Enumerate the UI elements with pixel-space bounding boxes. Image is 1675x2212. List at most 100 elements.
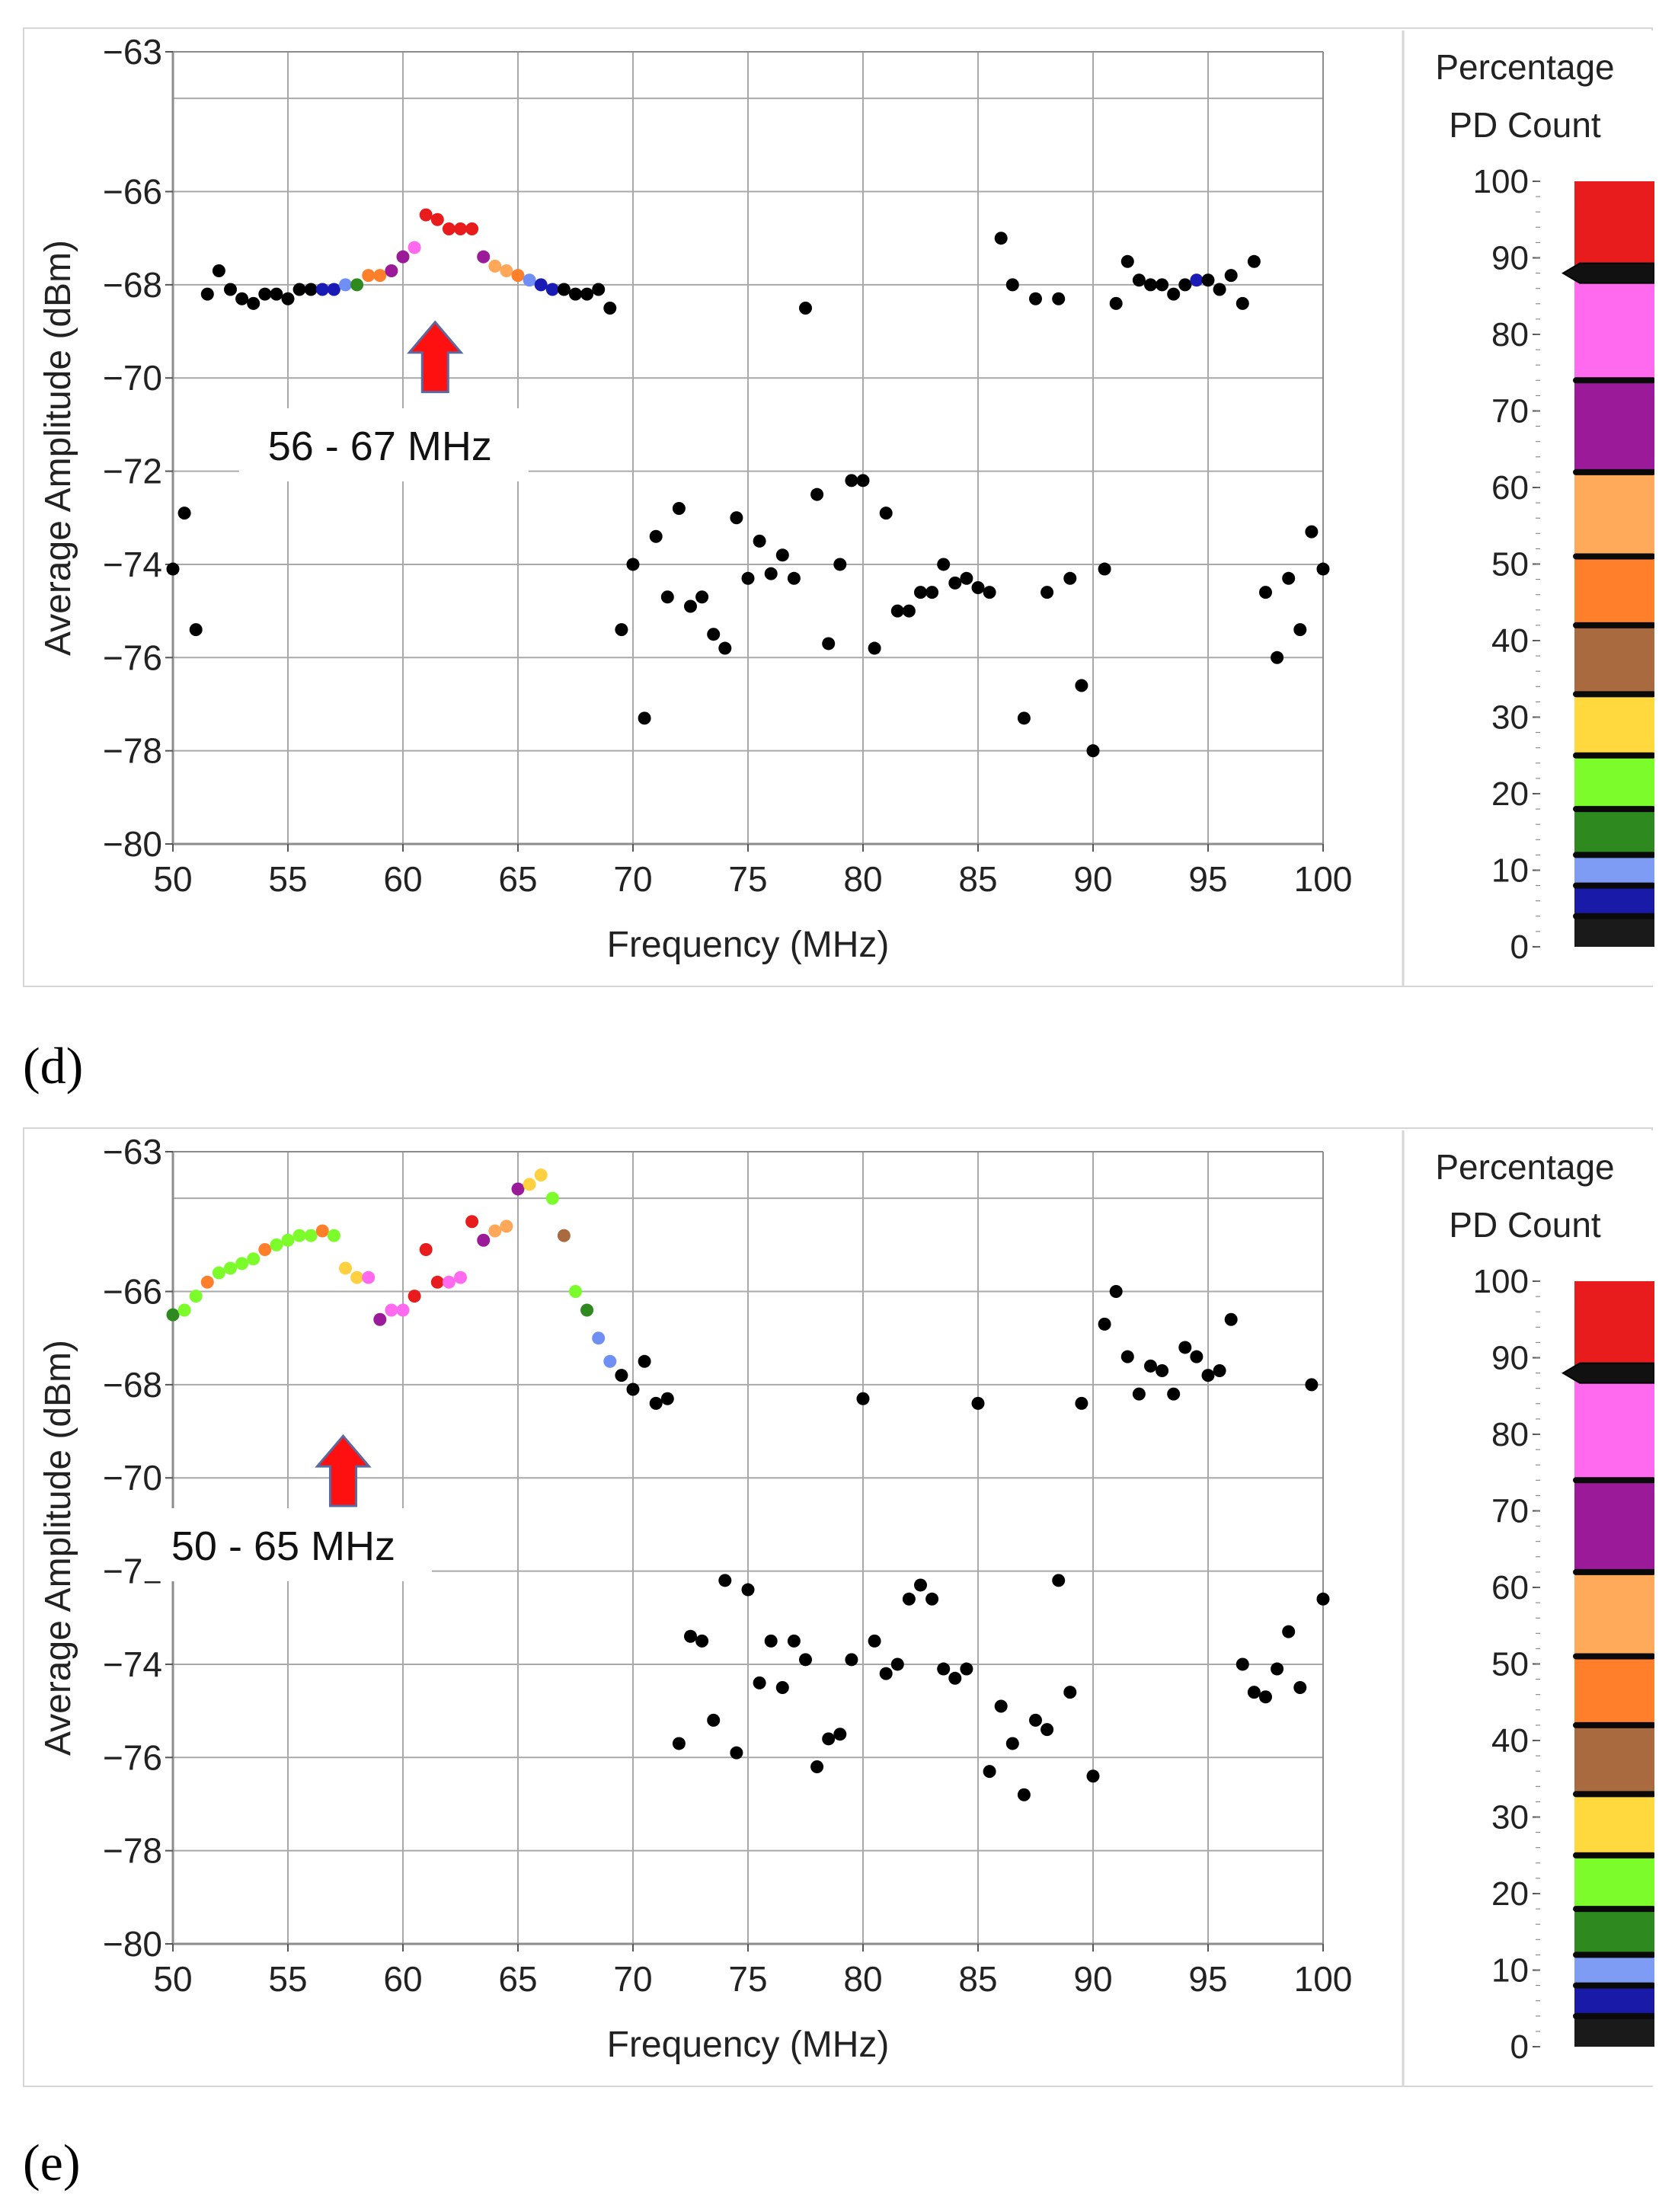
legend-band	[1574, 1480, 1654, 1572]
legend-band-divider	[1573, 913, 1654, 919]
legend-title-line2: PD Count	[1449, 105, 1601, 145]
data-point	[545, 1191, 559, 1205]
data-point	[833, 558, 847, 571]
legend-tick-label: 70	[1491, 1493, 1529, 1530]
data-point	[362, 1271, 376, 1284]
data-point	[327, 1229, 340, 1242]
data-point	[845, 1653, 858, 1667]
data-point	[465, 1215, 479, 1229]
data-point	[937, 1662, 951, 1676]
data-point	[649, 1396, 663, 1410]
data-point	[1190, 1350, 1204, 1363]
data-point	[1098, 562, 1111, 576]
data-point	[281, 292, 295, 305]
data-point	[879, 1667, 893, 1680]
data-point	[177, 507, 191, 520]
x-tick-label: 85	[958, 859, 997, 899]
data-point	[1247, 254, 1261, 268]
data-point	[718, 641, 732, 655]
data-point	[373, 269, 387, 283]
data-point	[523, 273, 536, 287]
data-point	[339, 1261, 352, 1275]
data-point	[1316, 562, 1330, 576]
data-point	[741, 571, 755, 585]
data-point	[454, 222, 467, 235]
data-point	[1075, 679, 1088, 692]
data-point	[1247, 1686, 1261, 1699]
data-point	[362, 269, 376, 283]
annotation-arrow-icon	[315, 1434, 372, 1507]
legend-tick-label: 30	[1491, 699, 1529, 737]
data-point	[477, 1233, 491, 1247]
legend-band	[1574, 556, 1654, 625]
data-point	[695, 1634, 709, 1648]
data-point	[660, 590, 674, 604]
x-tick-label: 55	[268, 1959, 307, 1999]
data-point	[1271, 650, 1284, 664]
data-point	[730, 511, 743, 525]
data-point	[741, 1583, 755, 1597]
y-tick-label: −63	[103, 32, 162, 72]
data-point	[695, 590, 709, 604]
legend-band-divider	[1573, 2012, 1654, 2019]
data-point	[626, 1382, 640, 1396]
data-point	[856, 1392, 870, 1405]
data-point	[1144, 278, 1157, 292]
data-point	[385, 264, 398, 278]
scatter-chart-d: 50 55 60 65 70 75 80 85 90 95 100−63−66−68−70−72−7…	[38, 30, 1654, 986]
legend-band	[1574, 885, 1654, 916]
data-point	[1005, 1737, 1019, 1750]
data-point	[764, 1634, 778, 1648]
data-point	[1201, 1369, 1215, 1382]
annotation-bg	[238, 408, 529, 481]
data-point	[1120, 254, 1134, 268]
annotation-e: 50 - 65 MHz	[142, 1434, 432, 1581]
y-axis-title: Average Amplitude (dBm)	[38, 240, 78, 656]
legend-band	[1574, 1656, 1654, 1725]
chart-panel-e: 50 55 60 65 70 75 80 85 90 95 100 −63 −66 −68 −70 −72 −7…	[23, 1127, 1654, 2087]
data-point	[166, 1308, 180, 1322]
legend-tick-label: 100	[1473, 1263, 1529, 1300]
data-point	[672, 1737, 686, 1750]
legend-band	[1574, 1985, 1654, 2016]
legend-slider-handle	[1562, 262, 1654, 284]
data-point	[580, 1303, 594, 1317]
y-tick-label: −66	[103, 1272, 162, 1312]
legend-title-line1: Percentage	[1435, 1147, 1614, 1187]
data-point	[1005, 278, 1019, 292]
data-point	[408, 241, 421, 254]
data-point	[1017, 1788, 1031, 1801]
legend-tick-label: 0	[1510, 2028, 1529, 2066]
scatter-chart-e: 50 55 60 65 70 75 80 85 90 95 100−63−66−68−70−72−7…	[38, 1130, 1654, 2086]
data-point	[1086, 1769, 1100, 1783]
data-point	[442, 1275, 456, 1289]
data-point	[557, 1229, 571, 1242]
x-tick-label: 50	[153, 1959, 192, 1999]
data-point	[1293, 623, 1307, 637]
data-point	[488, 259, 502, 273]
data-point	[1109, 1285, 1123, 1299]
data-point	[511, 1182, 525, 1196]
x-tick-label: 90	[1073, 859, 1112, 899]
data-point	[396, 1303, 410, 1317]
data-point	[1224, 269, 1238, 283]
data-point	[603, 301, 617, 315]
legend-band	[1574, 380, 1654, 472]
data-point	[430, 1275, 444, 1289]
data-point	[224, 1261, 237, 1275]
legend-band-cap	[1578, 1281, 1651, 1312]
data-point	[523, 1178, 536, 1191]
data-point	[212, 264, 225, 278]
legend-band-divider	[1573, 1982, 1654, 1989]
data-point	[200, 1275, 214, 1289]
data-point	[385, 1303, 398, 1317]
x-tick-label: 80	[843, 1959, 882, 1999]
data-point	[1213, 1364, 1226, 1378]
data-point	[569, 287, 582, 301]
legend-band	[1574, 855, 1654, 886]
legend-band	[1574, 1955, 1654, 1986]
legend-title-line1: Percentage	[1435, 47, 1614, 87]
data-point	[465, 222, 479, 235]
data-point	[1190, 273, 1204, 287]
